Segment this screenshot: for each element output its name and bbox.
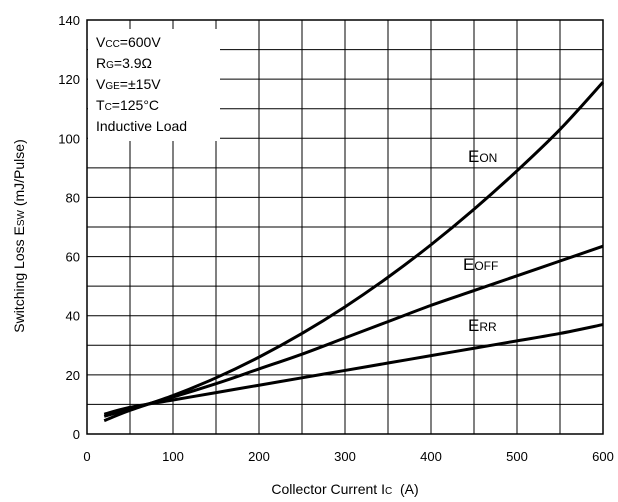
x-tick-label: 100 — [162, 449, 184, 464]
y-axis-label: Switching Loss ESW (mJ/Pulse) — [11, 139, 27, 333]
curve-label-eoff: EOFF — [463, 255, 498, 274]
y-tick-label: 40 — [66, 309, 80, 324]
x-tick-label: 500 — [506, 449, 528, 464]
tick-labels: 0 100 200 300 400 500 600 0 20 40 60 80 100 120 140 — [58, 13, 614, 464]
curve-label-err: ERR — [468, 316, 497, 335]
x-tick-label: 600 — [592, 449, 614, 464]
y-tick-label: 140 — [58, 13, 80, 28]
y-tick-label: 20 — [66, 368, 80, 383]
series-line-err — [103, 323, 604, 416]
x-axis-label: Collector Current IC (A) — [271, 481, 418, 497]
x-tick-label: 0 — [83, 449, 90, 464]
y-tick-label: 60 — [66, 250, 80, 265]
condition-load: Inductive Load — [96, 118, 187, 134]
y-tick-label: 120 — [58, 72, 80, 87]
conditions-box: VCC=600V RG=3.9Ω VGE=±15V TC=125°C Induc… — [96, 34, 187, 134]
conditions-background — [88, 29, 220, 141]
series-line-eoff — [103, 244, 604, 418]
condition-tc: TC=125°C — [96, 97, 159, 113]
x-tick-label: 200 — [248, 449, 270, 464]
condition-vcc: VCC=600V — [96, 34, 161, 50]
plot-frame — [86, 19, 604, 435]
condition-vge: VGE=±15V — [96, 76, 161, 92]
grid — [87, 20, 603, 434]
x-tick-label: 400 — [420, 449, 442, 464]
curve-label-eon: EON — [468, 147, 497, 166]
condition-rg: RG=3.9Ω — [96, 55, 152, 71]
y-tick-label: 0 — [73, 427, 80, 442]
y-tick-label: 100 — [58, 131, 80, 146]
curves — [88, 29, 605, 423]
x-tick-label: 300 — [334, 449, 356, 464]
y-tick-label: 80 — [66, 190, 80, 205]
